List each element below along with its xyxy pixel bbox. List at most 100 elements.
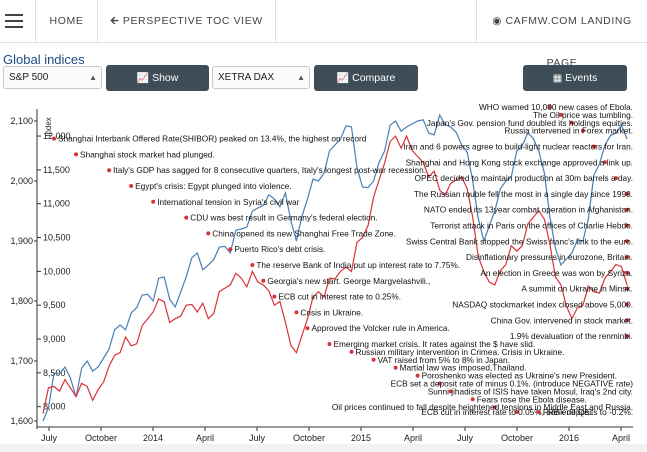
globe-icon: ◉ [492, 15, 502, 27]
event-marker [625, 334, 629, 339]
event-marker [371, 357, 376, 362]
event-marker [448, 389, 453, 394]
x-axis-tick-label: 2016 [559, 433, 579, 443]
nav-landing-label: CAFMW.COM LANDING PAGE [505, 15, 632, 69]
event-label: A summit on Ukraine in Minsk. [521, 284, 633, 294]
event-marker [327, 342, 332, 346]
x-axis-tick-label: April [196, 433, 214, 443]
event-label: VAT raised from 5% to 8% in Japan. [378, 355, 510, 365]
left-axis-tick-label: 2,100 [10, 116, 33, 126]
event-label: Sunni jihadists of ISIS have taken Mosul… [428, 386, 633, 396]
event-label: ECB cut in interest rate to 0.25%. [278, 292, 401, 302]
event-marker [261, 278, 266, 283]
event-label: International tension in Syria's civil w… [157, 197, 299, 207]
right-axis-tick-label: 10,000 [43, 266, 71, 276]
nav-home-link[interactable]: HOME [36, 0, 98, 42]
event-marker [558, 112, 563, 117]
event-marker [602, 160, 607, 165]
index2-select[interactable]: XETRA DAX ▲ [212, 66, 310, 89]
x-axis-tick-label: October [85, 433, 117, 443]
event-label: Poroshenko was elected as Ukraine's new … [422, 371, 617, 381]
x-axis-tick-label: 2015 [351, 433, 371, 443]
event-label: Terrorist attack in Paris on the offices… [430, 221, 633, 231]
menu-icon[interactable] [0, 0, 36, 42]
line-chart-icon: 📈 [136, 73, 150, 84]
event-marker [184, 215, 189, 220]
event-marker [625, 270, 629, 275]
show-button-label: Show [152, 72, 179, 84]
chevron-updown-icon: ▲ [89, 73, 97, 82]
event-label: Egypt's crisis: Egypt plunged into viole… [135, 181, 292, 191]
event-marker [151, 199, 156, 204]
event-marker [569, 120, 574, 125]
x-axis-tick-label: October [501, 433, 533, 443]
event-label: WHO warned 10,000 new cases of Ebola. [479, 102, 633, 112]
series-line-dax [42, 134, 628, 414]
right-axis-tick-label: 11,500 [43, 165, 70, 175]
event-label: Oil prices continued to fall despite hei… [332, 402, 633, 412]
event-label: Disinflationary pressures in eurozone, B… [466, 252, 633, 262]
event-label: Italy's GDP has sagged for 8 consecutive… [113, 165, 426, 175]
event-label: Georgia's new start. George Margvelashvi… [267, 276, 430, 286]
event-marker [492, 405, 497, 410]
x-axis-tick-label: April [612, 433, 630, 443]
calendar-icon: ▦ [552, 73, 563, 84]
event-marker [415, 373, 420, 378]
event-marker [107, 168, 112, 173]
event-marker [625, 255, 629, 260]
event-marker [294, 310, 299, 315]
event-label: The Russian rouble fell the most in a si… [414, 189, 633, 199]
chevron-updown-icon: ▲ [297, 73, 305, 82]
event-label: Shanghai stock market had plunged. [80, 149, 215, 159]
chart-panel: 1,600 1,700 1,800 1,900 2,000 2,100 8,000 8,500… [7, 101, 640, 452]
event-label: China opened its new Shanghai Free Trade… [212, 228, 396, 238]
page-title: Global indices [3, 52, 85, 67]
indices-chart[interactable]: 1,6001,7001,8001,9002,0002,1008,0008,500… [7, 101, 640, 452]
nav-landing-link[interactable]: ◉ CAFMW.COM LANDING PAGE [476, 0, 647, 69]
show-button[interactable]: 📈 Show [106, 65, 209, 91]
event-marker [536, 410, 541, 414]
event-label: Fears rose the Ebola disease. [477, 394, 587, 404]
event-label: China Gov. intervened in stock market. [491, 315, 633, 325]
y-axis-label: Index [44, 117, 53, 137]
event-marker [625, 302, 629, 307]
left-axis-tick-label: 1,700 [10, 356, 33, 366]
event-label: Emerging market crisis. It rates against… [333, 339, 535, 349]
event-label: Crisis in Ukraine. [300, 307, 363, 317]
event-marker [613, 176, 618, 181]
event-label: Russia intervened in Forex market. [504, 126, 633, 136]
right-axis-tick-label: 9,500 [43, 300, 66, 310]
event-marker [52, 136, 57, 141]
right-axis-tick-label: 12,000 [43, 131, 71, 141]
left-axis-tick-label: 1,600 [10, 416, 33, 426]
index1-select[interactable]: S&P 500 ▲ [3, 66, 102, 89]
event-label: ECB set a deposit rate of minus 0.1%. (i… [391, 379, 634, 389]
event-label: ECB cut in interest rate to 0.05%, bank … [421, 407, 633, 417]
left-axis-tick-label: 1,900 [10, 236, 33, 246]
event-marker [625, 191, 629, 196]
event-marker [437, 381, 442, 386]
x-axis-tick-label: 2014 [143, 433, 163, 443]
line-chart-icon: 📈 [336, 73, 350, 84]
event-label: NATO ended its 13year combat operation i… [424, 205, 633, 215]
x-axis-tick-label: April [404, 433, 422, 443]
event-marker [250, 263, 255, 267]
compare-button[interactable]: 📈 Compare [314, 65, 418, 91]
event-marker [625, 223, 629, 228]
event-marker [470, 397, 475, 402]
left-axis-tick-label: 2,000 [10, 176, 33, 186]
events-button[interactable]: ▦ Events [523, 65, 627, 91]
nav-toc-link[interactable]: 🡨 PERSPECTIVE TOC VIEW [98, 0, 276, 42]
event-marker [625, 318, 629, 323]
event-marker [305, 326, 310, 331]
event-label: OPEC decided to maintain production at 3… [415, 173, 633, 183]
event-label: Russian military intervention in Crimea.… [356, 347, 565, 357]
event-marker [349, 349, 354, 354]
event-label: 1.9% devaluation of the renminbi. [510, 331, 633, 341]
event-label: NASDAQ stockmarket index closed above 5,… [452, 300, 633, 310]
event-label: An election in Greece was won by Syriza. [480, 268, 633, 278]
compare-button-label: Compare [352, 72, 396, 84]
x-axis-tick-label: October [293, 433, 325, 443]
x-axis-tick-label: July [249, 433, 266, 443]
page-footer-band [0, 444, 647, 452]
